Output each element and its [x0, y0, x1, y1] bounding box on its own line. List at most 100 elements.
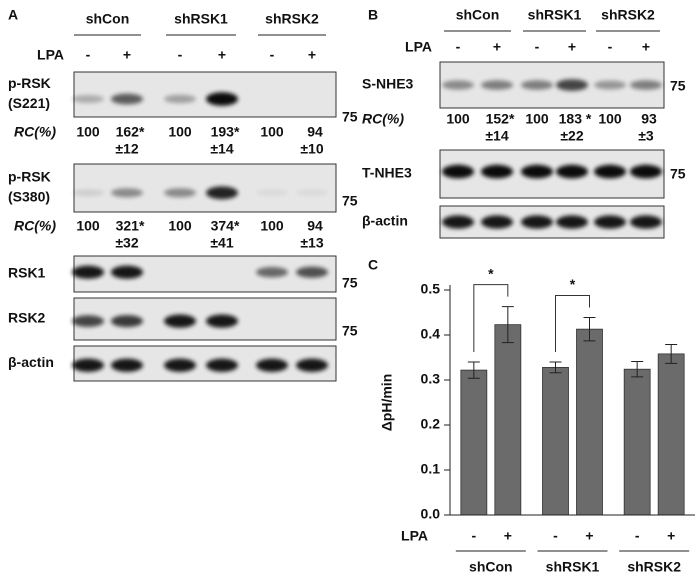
- lpa-sign: +: [642, 39, 650, 55]
- mw-marker: 75: [342, 323, 358, 339]
- blot-band: [442, 215, 474, 229]
- lpa-sign: +: [218, 47, 226, 63]
- rc-value: 374*: [211, 218, 240, 234]
- blot-band: [111, 315, 143, 328]
- rc-value: 100: [168, 218, 192, 234]
- blot-label: T-NHE3: [362, 165, 412, 181]
- x-axis-label: LPA: [401, 528, 428, 544]
- group-label: shRSK1: [528, 7, 582, 23]
- blot-background: [439, 149, 665, 199]
- blot-band: [556, 215, 588, 229]
- lpa-sign: +: [123, 47, 131, 63]
- significance-bracket: [473, 284, 509, 352]
- rc-value: 94: [307, 124, 323, 140]
- rc-value: 100: [525, 111, 549, 127]
- x-tick-label: -: [635, 528, 640, 544]
- rc-sd: ±32: [115, 235, 138, 251]
- significance-label: *: [488, 265, 494, 281]
- mw-marker: 75: [670, 166, 686, 182]
- group-label: shRSK1: [174, 11, 228, 27]
- blot-label: β-actin: [8, 354, 54, 370]
- blot-band: [521, 164, 553, 179]
- rc-value: 183 *: [559, 111, 592, 127]
- y-axis-label: ΔpH/min: [379, 374, 395, 432]
- rc-value: 94: [307, 218, 323, 234]
- error-bar: [467, 361, 480, 379]
- y-tick-label: 0.1: [421, 461, 441, 477]
- blot-band: [296, 266, 328, 278]
- blot-band: [296, 189, 328, 196]
- blot-band: [206, 314, 238, 328]
- blot-band: [630, 164, 662, 179]
- significance-label: *: [570, 276, 576, 292]
- y-tick-label: 0.3: [421, 371, 441, 387]
- y-tick-label: 0.2: [421, 416, 441, 432]
- blot-band: [630, 215, 662, 229]
- blot-band: [164, 314, 196, 328]
- blot-band: [206, 358, 238, 372]
- group-label: shRSK2: [627, 559, 681, 575]
- x-tick-label: +: [667, 528, 675, 544]
- bar: [623, 368, 651, 516]
- error-bar: [583, 316, 596, 342]
- lpa-sign: -: [86, 47, 91, 63]
- blot-band: [594, 215, 626, 229]
- group-label: shRSK1: [546, 559, 600, 575]
- lpa-sign: -: [608, 39, 613, 55]
- error-bar: [665, 343, 678, 364]
- blot-band: [296, 358, 328, 372]
- blot-band: [72, 265, 104, 279]
- rc-sd: ±12: [115, 141, 138, 157]
- blot-band: [594, 80, 626, 90]
- rc-value: 93: [641, 111, 657, 127]
- blot-band: [72, 358, 104, 372]
- blot-band: [111, 188, 143, 198]
- panel-label: C: [368, 257, 378, 273]
- rc-sd: ±13: [300, 235, 323, 251]
- lpa-sign: -: [535, 39, 540, 55]
- blot-band: [556, 79, 588, 91]
- bar: [460, 369, 488, 516]
- blot-band: [594, 164, 626, 179]
- rc-sd: ±14: [210, 141, 233, 157]
- y-tick-label: 0.5: [421, 281, 441, 297]
- group-label: shCon: [456, 7, 500, 23]
- error-bar: [501, 306, 514, 344]
- blot-band: [442, 80, 474, 90]
- rc-value: 100: [260, 124, 284, 140]
- lpa-sign: +: [308, 47, 316, 63]
- blot-band: [256, 267, 288, 278]
- blot-band: [72, 315, 104, 327]
- error-bar: [631, 361, 644, 378]
- bar: [576, 328, 603, 516]
- rc-value: 100: [76, 218, 100, 234]
- error-bar: [549, 361, 562, 374]
- blot-band: [206, 186, 238, 200]
- blot-label: RSK1: [8, 265, 46, 281]
- blot-band: [521, 80, 553, 90]
- lpa-sign: -: [456, 39, 461, 55]
- rc-value: 162*: [116, 124, 145, 140]
- bar: [542, 366, 569, 516]
- rc-value: 100: [76, 124, 100, 140]
- x-tick-label: +: [585, 528, 593, 544]
- lpa-label: LPA: [37, 47, 64, 63]
- x-tick-label: -: [471, 528, 476, 544]
- blot-band: [164, 94, 196, 104]
- blot-band: [256, 189, 288, 196]
- rc-value: 100: [168, 124, 192, 140]
- rc-value: 100: [446, 111, 470, 127]
- blot-band: [72, 95, 104, 103]
- bar: [494, 324, 522, 516]
- blot-label: β-actin: [362, 213, 408, 229]
- blot-band: [481, 164, 513, 179]
- blot-label: p-RSK: [8, 75, 51, 91]
- blot-background: [73, 71, 337, 118]
- blot-band: [111, 93, 143, 105]
- panel-label: B: [368, 7, 378, 23]
- axes: [449, 285, 695, 516]
- rc-value: 321*: [116, 218, 145, 234]
- blot-band: [481, 215, 513, 229]
- x-tick-label: +: [504, 528, 512, 544]
- blot-band: [481, 80, 513, 90]
